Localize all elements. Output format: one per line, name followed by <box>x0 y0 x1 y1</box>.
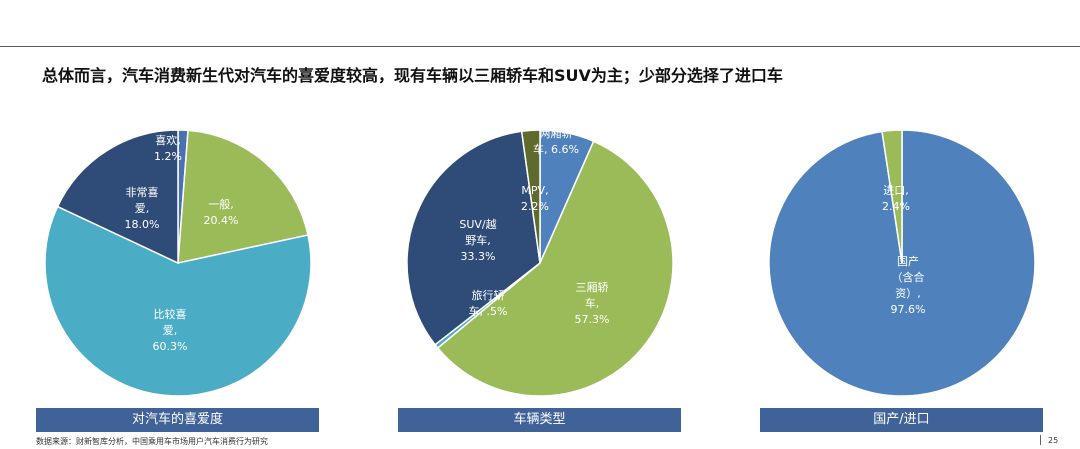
pie-1-slice-2 <box>177 129 309 264</box>
top-divider <box>0 46 1080 47</box>
pie-1-slice-3 <box>44 205 312 397</box>
pie-1: 基本不喜欢, 1.2% 一般, 20.4% 比较喜爱, 60.3% 非常喜爱, 18.0% <box>44 117 312 397</box>
pie-2-slice-4 <box>406 130 541 346</box>
data-source-note: 数据来源：财新智库分析，中国乘用车市场用户汽车消费行为研究 <box>36 437 268 446</box>
pie-3-label-2: 进口, 2.4% <box>882 184 910 213</box>
pie-2-label-2: 三厢轿车, 57.3% <box>575 280 610 326</box>
page-headline: 总体而言，汽车消费新生代对汽车的喜爱度较高，现有车辆以三厢轿车和SUV为主；少部… <box>42 66 783 85</box>
pie-2-caption: 车辆类型 <box>398 408 681 432</box>
pie-3-label-1: 国产（含合资）, 97.6% <box>891 254 926 316</box>
pie-1-label-4: 非常喜爱, 18.0% <box>125 186 160 231</box>
pie-3: 国产（含合资）, 97.6% 进口, 2.4% <box>768 129 1036 397</box>
pie-2-label-5: MPV, 2.2% <box>521 184 549 213</box>
pie-1-caption: 对汽车的喜爱度 <box>36 408 319 432</box>
pie-2-slice-2 <box>436 140 674 397</box>
footer-separator <box>1040 435 1041 445</box>
pie-1-label-2: 一般, 20.4% <box>204 198 239 227</box>
pie-1-label-1: 基本不喜欢, 1.2% <box>152 117 185 163</box>
pie-2: 两厢轿车, 6.6% 三厢轿车, 57.3% 旅行轿车, .5% SUV/越野车, 33.… <box>406 126 674 397</box>
pie-2-slice-5 <box>520 129 541 264</box>
pie-1-label-3: 比较喜爱, 60.3% <box>153 307 188 353</box>
pie-3-slice-2 <box>881 129 903 264</box>
pie-1-slice-4 <box>56 129 179 265</box>
pie-2-label-4: SUV/越野车, 33.3% <box>459 217 496 263</box>
pie-2-label-1: 两厢轿车, 6.6% <box>533 126 579 156</box>
page-number: 25 <box>1048 436 1059 445</box>
pie-3-caption: 国产/进口 <box>760 408 1043 432</box>
pie-2-label-3: 旅行轿车, .5% <box>469 288 508 318</box>
